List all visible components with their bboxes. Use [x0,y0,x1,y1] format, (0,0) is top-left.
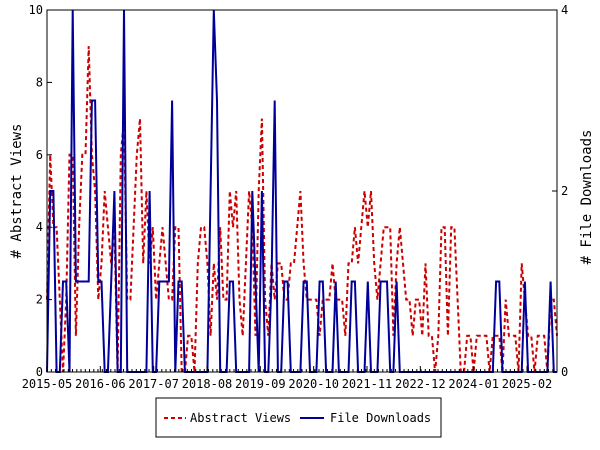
x-tick-label: 2017-07 [128,377,179,391]
legend-label-file-downloads: File Downloads [330,411,431,425]
x-tick-label: 2025-02 [502,377,553,391]
y-right-tick-label: 4 [561,3,568,17]
x-tick-label: 2015-05 [22,377,73,391]
y-left-tick-label: 10 [29,3,43,17]
x-tick-label: 2022-12 [395,377,446,391]
y-left-tick-label: 4 [36,220,43,234]
y-axis-left: 0 2 4 6 8 10 [29,3,52,379]
legend: Abstract Views File Downloads [155,397,442,438]
x-tick-label: 2018-08 [182,377,233,391]
x-tick-label: 2020-10 [288,377,339,391]
legend-box [155,397,442,438]
x-tick-label: 2016-06 [75,377,126,391]
series-line-file-downloads [46,9,557,373]
y-left-tick-label: 6 [36,148,43,162]
series-line-abstract-views [46,46,558,373]
y-right-tick-label: 2 [561,184,568,198]
y-left-tick-label: 8 [36,75,43,89]
y-axis-right-title: # File Downloads [579,130,595,265]
series-layer [46,9,558,373]
y-right-tick-label: 0 [561,365,568,379]
x-tick-label: 2024-01 [448,377,499,391]
y-axis-left-title: # Abstract Views [9,124,25,259]
x-tick-label: 2019-09 [235,377,286,391]
x-axis: 2015-05 2016-06 2017-07 2018-08 2019-09 2020-… [22,366,558,391]
x-tick-label: 2021-11 [342,377,393,391]
y-left-tick-label: 2 [36,293,43,307]
legend-label-abstract-views: Abstract Views [190,411,291,425]
y-left-tick-label: 0 [36,365,43,379]
y-axis-right: 0 2 4 [552,3,568,379]
